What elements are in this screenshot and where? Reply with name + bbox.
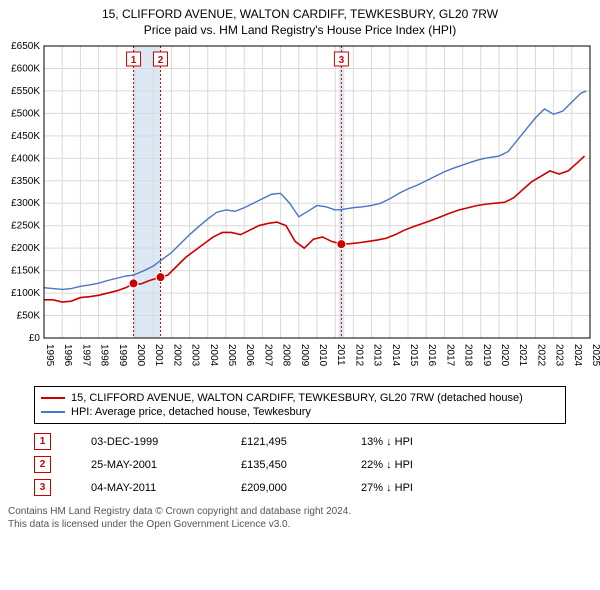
sale-price: £135,450 xyxy=(241,459,321,471)
footer: Contains HM Land Registry data © Crown c… xyxy=(8,505,592,531)
sales-row: 1 03-DEC-1999 £121,495 13% ↓ HPI xyxy=(34,430,566,453)
svg-text:2017: 2017 xyxy=(444,344,455,367)
sale-date: 04-MAY-2011 xyxy=(91,482,201,494)
svg-text:2010: 2010 xyxy=(317,344,328,367)
svg-text:2001: 2001 xyxy=(153,344,164,367)
svg-text:2003: 2003 xyxy=(190,344,201,367)
svg-text:1: 1 xyxy=(131,55,137,66)
svg-text:1996: 1996 xyxy=(62,344,73,367)
sale-marker-1: 1 xyxy=(34,433,51,450)
title-line-1: 15, CLIFFORD AVENUE, WALTON CARDIFF, TEW… xyxy=(4,6,596,22)
title-line-2: Price paid vs. HM Land Registry's House … xyxy=(4,22,596,38)
sale-diff: 27% ↓ HPI xyxy=(361,482,441,494)
sales-row: 2 25-MAY-2001 £135,450 22% ↓ HPI xyxy=(34,453,566,476)
sale-price: £121,495 xyxy=(241,436,321,448)
legend-row-hpi: HPI: Average price, detached house, Tewk… xyxy=(41,405,559,419)
svg-text:2012: 2012 xyxy=(353,344,364,367)
legend-swatch-hpi xyxy=(41,411,65,413)
svg-text:2013: 2013 xyxy=(372,344,383,367)
svg-text:2025: 2025 xyxy=(590,344,600,367)
svg-text:2005: 2005 xyxy=(226,344,237,367)
sale-date: 25-MAY-2001 xyxy=(91,459,201,471)
sales-row: 3 04-MAY-2011 £209,000 27% ↓ HPI xyxy=(34,476,566,499)
sale-marker-2: 2 xyxy=(34,456,51,473)
svg-text:2021: 2021 xyxy=(517,344,528,367)
svg-text:2023: 2023 xyxy=(554,344,565,367)
chart-title: 15, CLIFFORD AVENUE, WALTON CARDIFF, TEW… xyxy=(0,0,600,40)
svg-text:2008: 2008 xyxy=(281,344,292,367)
svg-text:£250K: £250K xyxy=(11,221,40,232)
svg-text:2016: 2016 xyxy=(426,344,437,367)
svg-text:2022: 2022 xyxy=(535,344,546,367)
svg-text:£150K: £150K xyxy=(11,266,40,277)
sales-table: 1 03-DEC-1999 £121,495 13% ↓ HPI 2 25-MA… xyxy=(34,430,566,499)
legend-swatch-property xyxy=(41,397,65,399)
svg-text:1997: 1997 xyxy=(80,344,91,367)
svg-text:3: 3 xyxy=(339,55,345,66)
svg-text:2000: 2000 xyxy=(135,344,146,367)
svg-text:£100K: £100K xyxy=(11,288,40,299)
svg-text:£50K: £50K xyxy=(17,311,41,322)
chart-svg: £0 £50K £100K £150K £200K £250K £300K £350K £400… xyxy=(0,40,600,380)
sale-date: 03-DEC-1999 xyxy=(91,436,201,448)
footer-line-2: This data is licensed under the Open Gov… xyxy=(8,518,592,531)
legend-row-property: 15, CLIFFORD AVENUE, WALTON CARDIFF, TEW… xyxy=(41,391,559,405)
svg-text:2024: 2024 xyxy=(572,344,583,367)
svg-text:2019: 2019 xyxy=(481,344,492,367)
svg-text:2006: 2006 xyxy=(244,344,255,367)
svg-text:2011: 2011 xyxy=(335,344,346,366)
svg-text:£400K: £400K xyxy=(11,154,40,165)
svg-text:£550K: £550K xyxy=(11,86,40,97)
svg-text:2015: 2015 xyxy=(408,344,419,367)
footer-line-1: Contains HM Land Registry data © Crown c… xyxy=(8,505,592,518)
svg-text:1999: 1999 xyxy=(117,344,128,367)
price-chart: £0 £50K £100K £150K £200K £250K £300K £350K £400… xyxy=(0,40,600,380)
legend-label-hpi: HPI: Average price, detached house, Tewk… xyxy=(71,406,311,418)
svg-text:2002: 2002 xyxy=(171,344,182,367)
svg-text:1995: 1995 xyxy=(44,344,55,367)
svg-text:2004: 2004 xyxy=(208,344,219,367)
svg-text:£0: £0 xyxy=(29,333,41,344)
svg-text:£200K: £200K xyxy=(11,244,40,255)
svg-text:£600K: £600K xyxy=(11,64,40,75)
sale-diff: 22% ↓ HPI xyxy=(361,459,441,471)
legend-label-property: 15, CLIFFORD AVENUE, WALTON CARDIFF, TEW… xyxy=(71,392,523,404)
svg-text:2009: 2009 xyxy=(299,344,310,367)
sale-diff: 13% ↓ HPI xyxy=(361,436,441,448)
sale-price: £209,000 xyxy=(241,482,321,494)
svg-text:£650K: £650K xyxy=(11,41,40,52)
svg-text:2018: 2018 xyxy=(463,344,474,367)
svg-text:£350K: £350K xyxy=(11,176,40,187)
svg-text:£500K: £500K xyxy=(11,109,40,120)
legend: 15, CLIFFORD AVENUE, WALTON CARDIFF, TEW… xyxy=(34,386,566,424)
svg-text:2: 2 xyxy=(158,55,164,66)
svg-text:1998: 1998 xyxy=(99,344,110,367)
svg-text:2020: 2020 xyxy=(499,344,510,367)
sale-marker-3: 3 xyxy=(34,479,51,496)
svg-text:2007: 2007 xyxy=(262,344,273,367)
svg-text:2014: 2014 xyxy=(390,344,401,367)
svg-text:£300K: £300K xyxy=(11,199,40,210)
svg-text:£450K: £450K xyxy=(11,131,40,142)
